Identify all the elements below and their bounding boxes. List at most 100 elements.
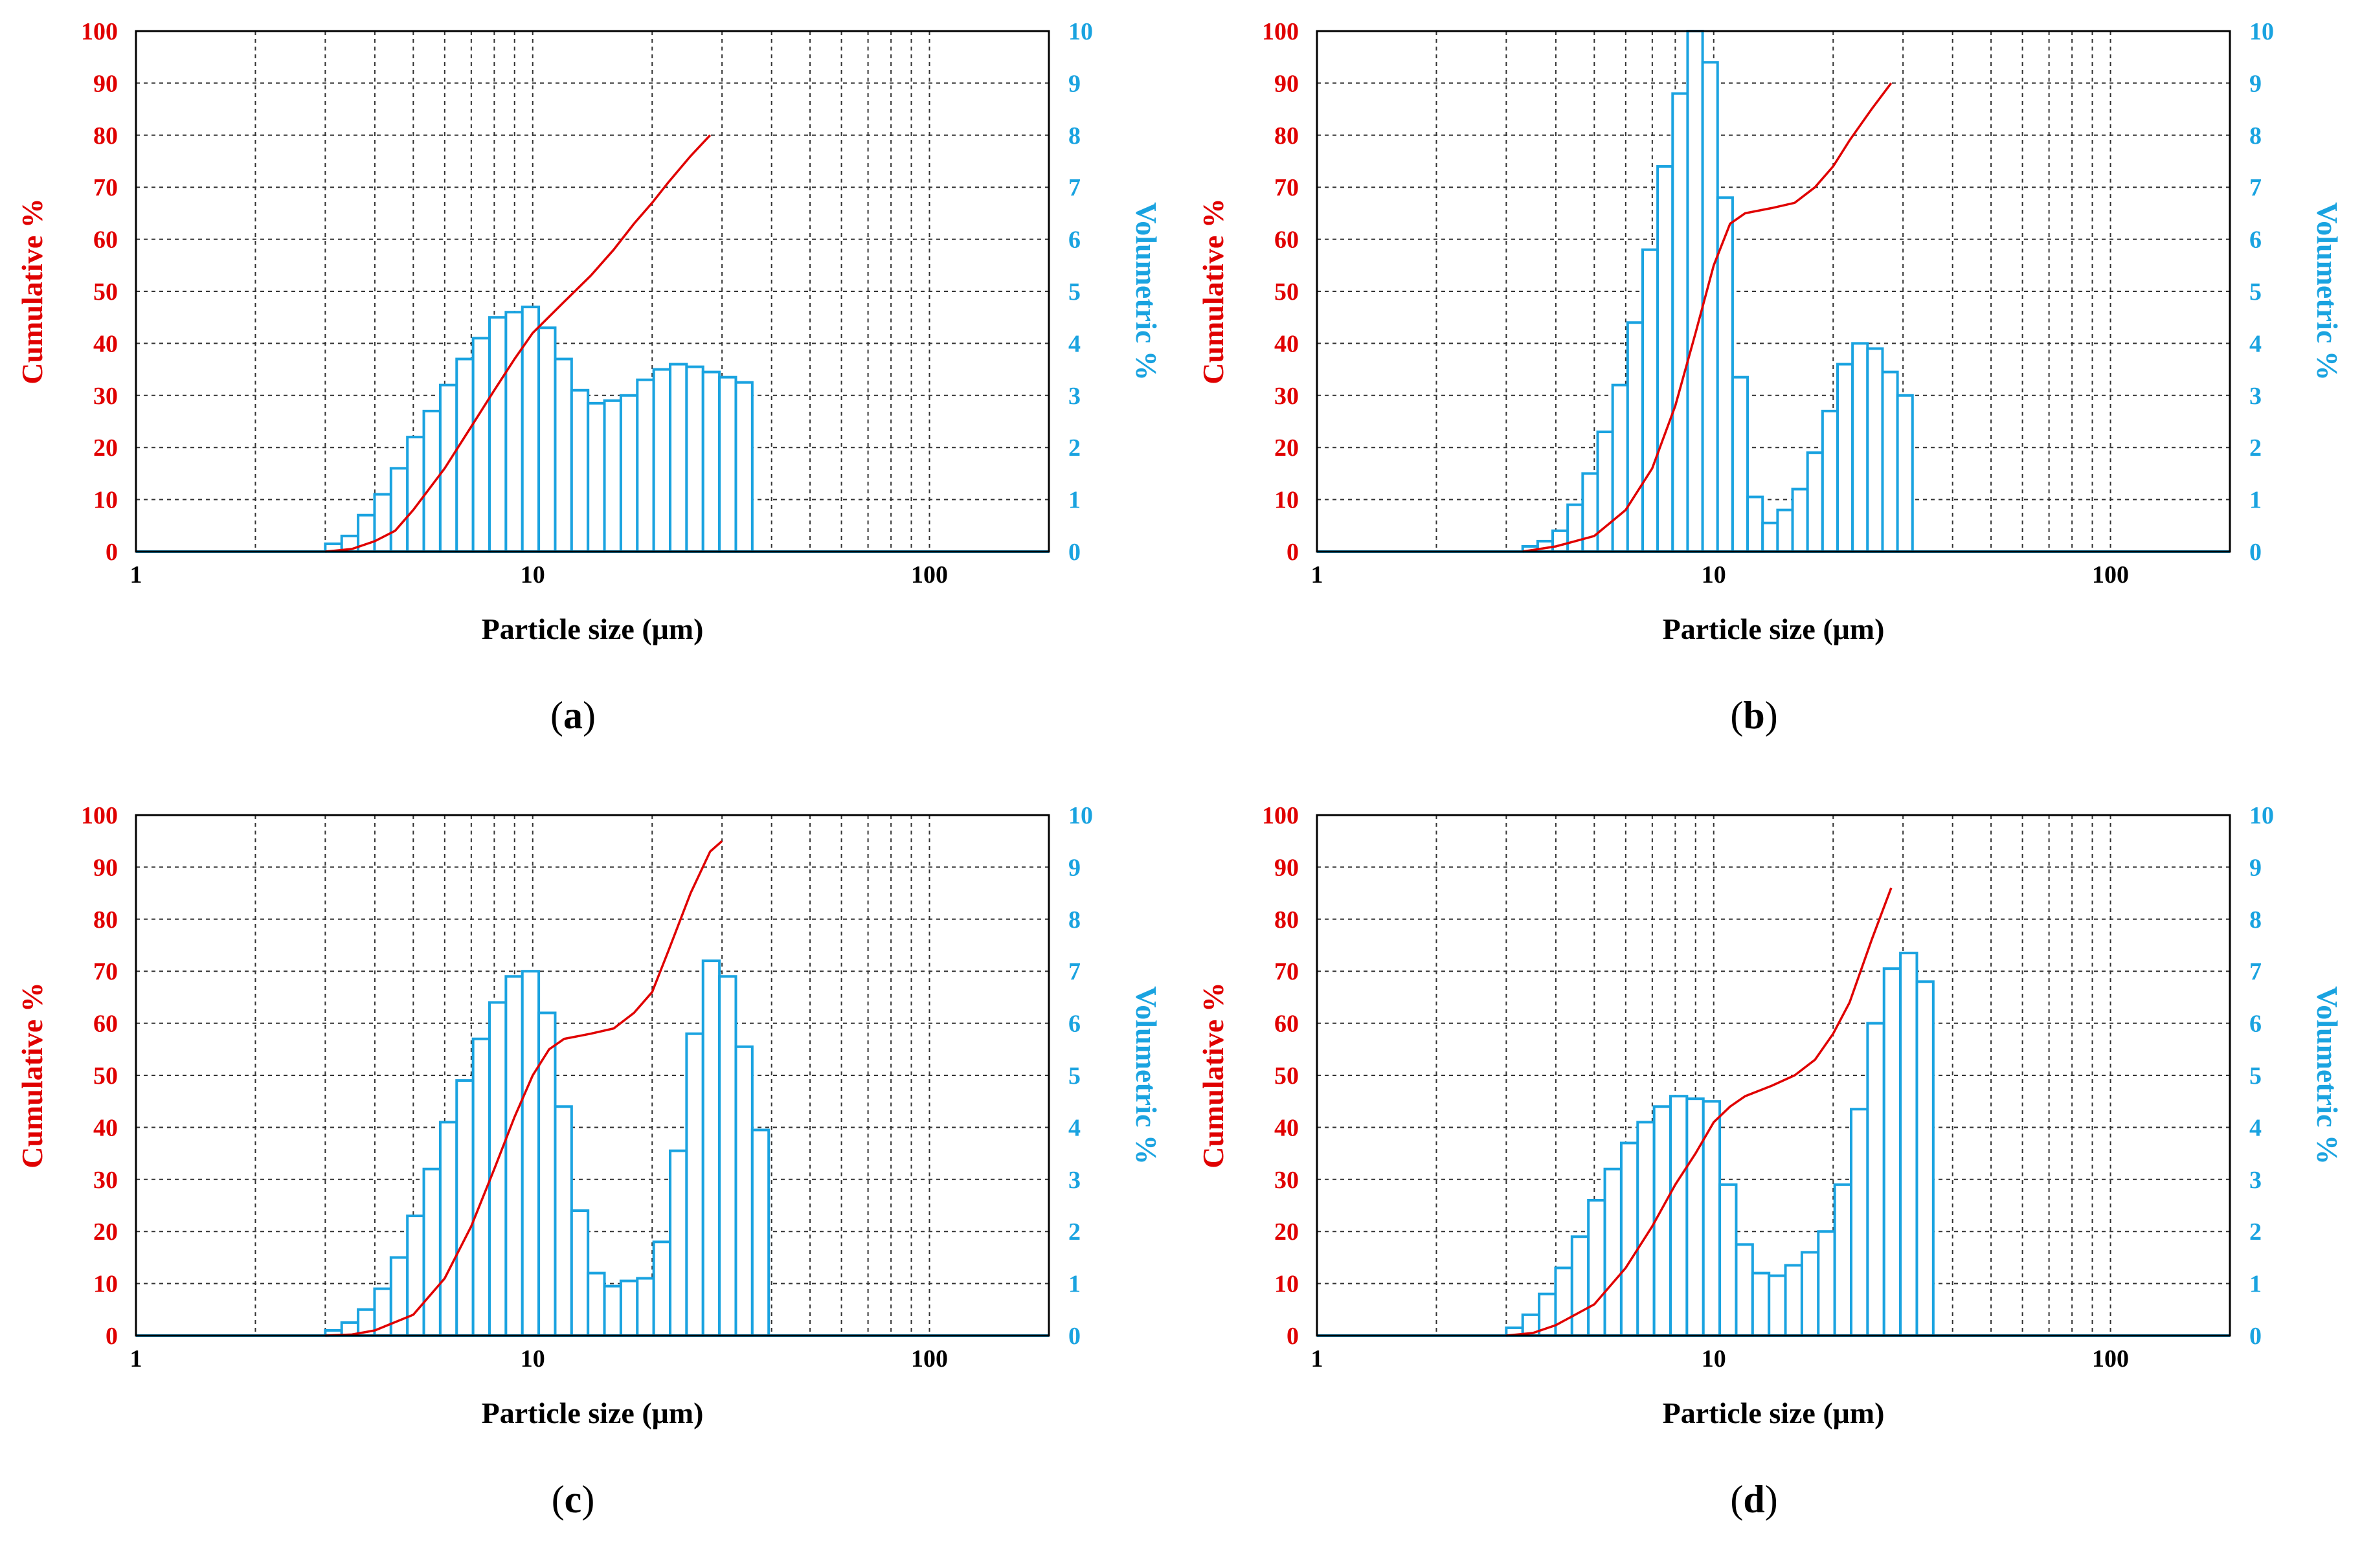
y-left-tick-label: 80 [1274, 906, 1299, 934]
volumetric-bar [1581, 472, 1599, 554]
x-axis-ticks: 1 10 100 [1311, 1345, 2130, 1372]
volumetric-bar [603, 1284, 622, 1337]
volumetric-bar [554, 357, 573, 554]
x-tick-label: 100 [911, 561, 948, 588]
y-left-tick-label: 90 [93, 70, 118, 97]
y-left-tick-label: 50 [1274, 278, 1299, 306]
y-right-tick-label: 4 [2249, 1114, 2262, 1141]
y-left-tick-label: 40 [93, 1114, 118, 1141]
volumetric-bar [1800, 1251, 1820, 1337]
y-left-tick-label: 80 [1274, 122, 1299, 150]
volumetric-bar [1626, 321, 1644, 553]
volumetric-bar [1784, 1264, 1803, 1338]
right-axis-ticks: 0 1 2 3 4 5 6 7 8 9 10 [1068, 802, 1093, 1350]
volumetric-bar [636, 1277, 655, 1337]
y-left-tick-label: 60 [1274, 1011, 1299, 1038]
volumetric-bar [1652, 1105, 1672, 1337]
panel-caption-letter: a [563, 694, 583, 737]
y-left-axis-title: Cumulative % [1197, 982, 1230, 1169]
volumetric-bar [587, 401, 606, 553]
y-right-tick-label: 10 [1068, 18, 1093, 45]
volumetric-bar [471, 337, 491, 553]
y-left-tick-label: 60 [1274, 227, 1299, 254]
volumetric-bar [1768, 1274, 1787, 1337]
x-tick-label: 1 [130, 1345, 142, 1372]
volumetric-bar [1836, 363, 1854, 553]
right-axis-ticks: 0 1 2 3 4 5 6 7 8 9 10 [2249, 18, 2274, 566]
volumetric-bar [1619, 1141, 1639, 1338]
volumetric-bar [685, 365, 704, 554]
y-right-tick-label: 7 [1068, 958, 1081, 985]
volumetric-bar [1866, 347, 1884, 553]
x-tick-label: 1 [130, 561, 142, 588]
y-left-tick-label: 90 [1274, 70, 1299, 97]
x-axis-title: Particle size (μm) [482, 1396, 704, 1429]
x-tick-label: 10 [1702, 561, 1726, 588]
volumetric-bar [570, 1209, 590, 1337]
volumetric-bar [1821, 409, 1839, 553]
grid-horizontal [1317, 82, 2230, 500]
y-right-tick-label: 0 [1068, 1323, 1081, 1350]
cumulative-line [325, 134, 712, 553]
panel-caption-letter: c [565, 1478, 582, 1521]
volumetric-bar [1899, 952, 1918, 1337]
y-left-tick-label: 30 [93, 1167, 118, 1194]
y-right-tick-label: 2 [2249, 434, 2262, 462]
y-right-tick-label: 7 [2249, 958, 2262, 985]
y-left-tick-label: 80 [93, 122, 118, 150]
y-right-tick-label: 2 [2249, 1218, 2262, 1246]
y-left-axis-title: Cumulative % [16, 198, 49, 385]
panel-caption: (c) [552, 1478, 595, 1521]
x-axis-ticks: 1 10 100 [130, 1345, 949, 1372]
y-right-tick-label: 6 [2249, 1011, 2262, 1038]
volumetric-bar [521, 970, 541, 1337]
volumetric-bar [1611, 383, 1629, 553]
volumetric-bar [438, 1121, 458, 1337]
y-right-tick-label: 4 [2249, 330, 2262, 357]
volumetric-bar [1751, 1271, 1771, 1338]
volumetric-bars [324, 959, 770, 1338]
y-left-tick-label: 40 [1274, 330, 1299, 357]
y-left-tick-label: 0 [106, 1323, 118, 1350]
volumetric-bar [701, 959, 721, 1337]
x-tick-label: 10 [1702, 1345, 1726, 1372]
y-right-tick-label: 3 [2249, 383, 2262, 410]
y-left-tick-label: 70 [1274, 174, 1299, 201]
cumulative-line [1506, 887, 1893, 1337]
volumetric-bar [701, 370, 721, 553]
y-right-tick-label: 3 [1068, 1167, 1081, 1194]
volumetric-bar [406, 1215, 425, 1338]
y-left-tick-label: 30 [93, 383, 118, 410]
volumetric-bar [438, 383, 458, 553]
y-left-tick-label: 0 [1287, 1323, 1299, 1350]
y-right-tick-label: 0 [2249, 539, 2262, 566]
y-right-tick-label: 6 [1068, 227, 1081, 254]
y-left-tick-label: 50 [93, 278, 118, 306]
left-axis-ticks: 0 10 20 30 40 50 60 70 80 90 100 [1262, 802, 1299, 1350]
volumetric-bar [1656, 165, 1674, 554]
y-right-tick-label: 1 [1068, 1271, 1081, 1298]
y-left-tick-label: 10 [93, 487, 118, 514]
y-left-tick-label: 70 [1274, 958, 1299, 985]
y-left-tick-label: 40 [1274, 1114, 1299, 1141]
y-left-tick-label: 70 [93, 958, 118, 985]
volumetric-bar [587, 1271, 606, 1338]
cumulative-line [1522, 82, 1893, 553]
volumetric-bar [1746, 495, 1764, 554]
y-right-tick-label: 9 [2249, 70, 2262, 97]
y-left-tick-label: 100 [81, 18, 118, 45]
volumetric-bar [537, 326, 557, 553]
volumetric-bar [1686, 30, 1704, 553]
y-left-tick-label: 10 [93, 1271, 118, 1298]
grid-horizontal [136, 866, 1049, 1284]
volumetric-bar [734, 381, 754, 553]
y-right-tick-label: 0 [1068, 539, 1081, 566]
y-left-tick-label: 30 [1274, 1167, 1299, 1194]
volumetric-bar [1806, 451, 1824, 553]
left-axis-ticks: 0 10 20 30 40 50 60 70 80 90 100 [81, 18, 118, 566]
y-right-tick-label: 8 [1068, 906, 1081, 934]
volumetric-bar [1776, 508, 1794, 553]
volumetric-bar [685, 1032, 704, 1337]
